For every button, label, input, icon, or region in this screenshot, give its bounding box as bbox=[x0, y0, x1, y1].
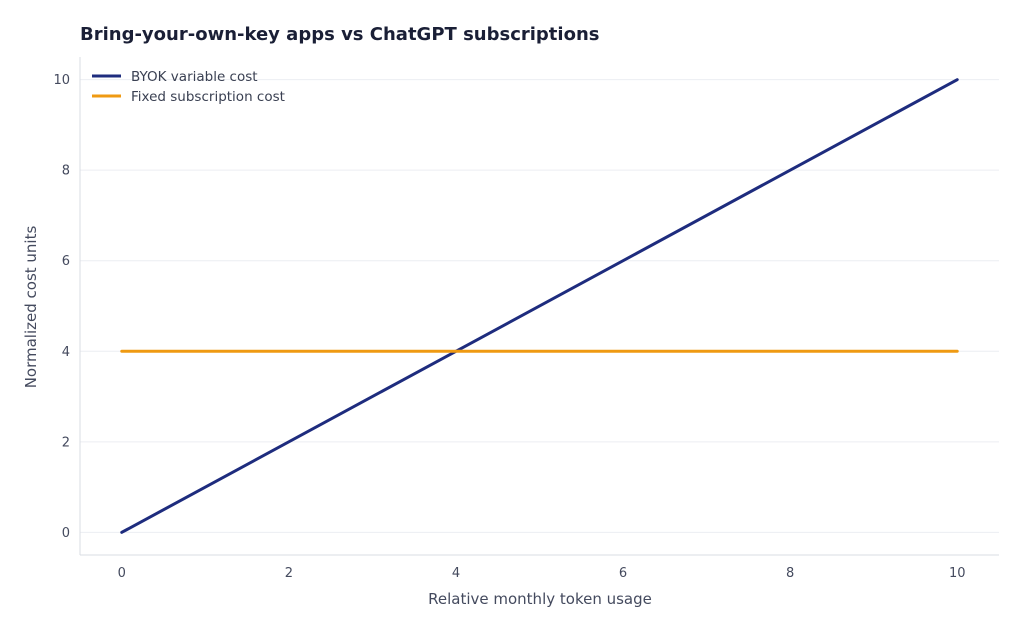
tick-labels: 0 2 4 6 8 10 0 2 4 6 8 10 bbox=[53, 73, 965, 581]
y-tick-label-1: 2 bbox=[62, 435, 70, 450]
x-axis-label: Relative monthly token usage bbox=[428, 590, 652, 608]
y-axis-label: Normalized cost units bbox=[22, 226, 40, 389]
series-line-0 bbox=[120, 78, 959, 534]
axes bbox=[79, 57, 999, 556]
x-tick-label-5: 10 bbox=[949, 566, 966, 581]
legend-label-0: BYOK variable cost bbox=[131, 69, 258, 85]
x-tick-label-2: 4 bbox=[452, 566, 460, 581]
x-tick-label-4: 8 bbox=[786, 566, 794, 581]
legend-label-1: Fixed subscription cost bbox=[131, 89, 285, 105]
x-tick-label-3: 6 bbox=[619, 566, 627, 581]
chart-title: Bring-your-own-key apps vs ChatGPT subsc… bbox=[80, 24, 599, 45]
legend: BYOK variable cost Fixed subscription cos… bbox=[92, 69, 285, 105]
y-tick-label-2: 4 bbox=[62, 345, 70, 360]
y-tick-label-4: 8 bbox=[62, 164, 70, 179]
y-tick-label-0: 0 bbox=[62, 526, 70, 541]
series-lines bbox=[120, 78, 959, 534]
y-tick-label-5: 10 bbox=[53, 73, 70, 88]
y-tick-label-3: 6 bbox=[62, 254, 70, 269]
x-tick-label-0: 0 bbox=[118, 566, 126, 581]
x-tick-label-1: 2 bbox=[285, 566, 293, 581]
